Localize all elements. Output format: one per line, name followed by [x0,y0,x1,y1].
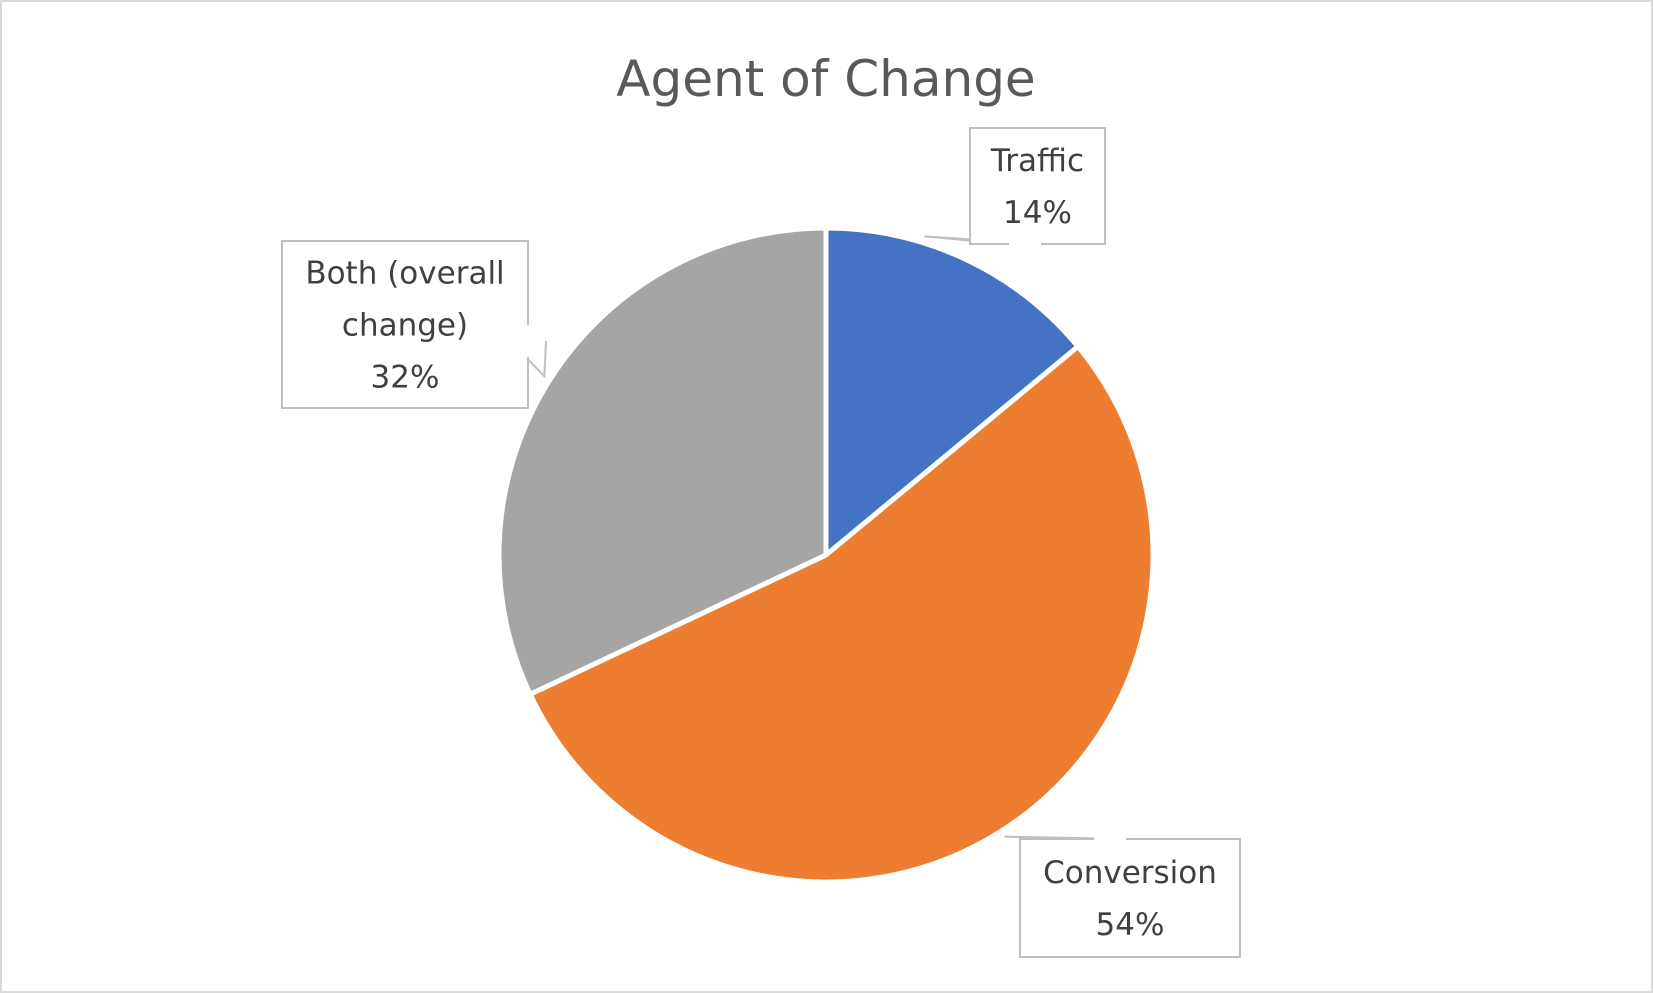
pie-slice-both-overall-change [496,225,829,697]
data-label-conversion: Conversion 54% [1004,835,1241,958]
data-label-text: Traffic [990,143,1084,179]
data-label-both-overall-change: Both (overall change) 32% [281,240,547,409]
data-label-text: 14% [1003,195,1072,231]
data-label-text: 32% [371,360,440,396]
data-label-text: 54% [1096,907,1165,943]
callout-box [281,240,529,409]
data-label-text: change) [342,308,468,344]
pie-slice-traffic [823,225,1081,558]
callout-box [1019,838,1241,958]
data-label-callouts: Traffic 14% Conversion 54% Both (overall chan… [281,127,1241,958]
pie-slice-conversion [527,344,1156,885]
pie-slices [496,225,1156,885]
data-label-text: Conversion [1043,855,1217,891]
data-label-traffic: Traffic 14% [924,127,1106,246]
chart-title: Agent of Change [616,50,1035,108]
data-label-text: Both (overall [305,256,504,292]
